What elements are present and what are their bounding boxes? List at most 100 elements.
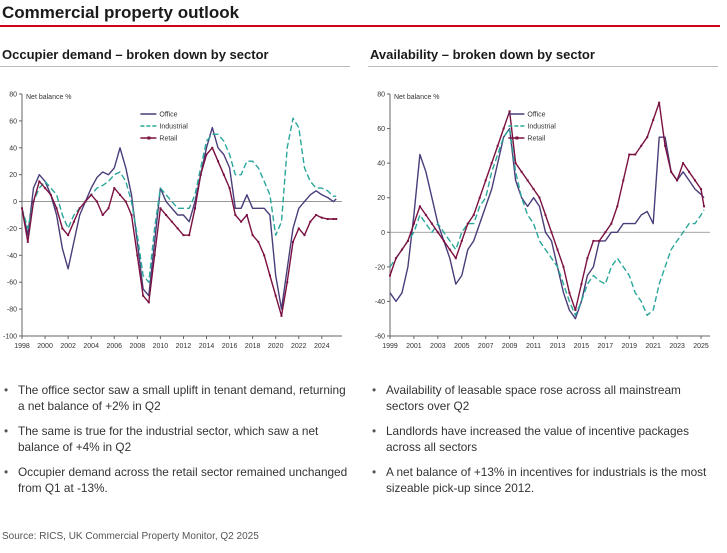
x-tick-label: 2006 [106, 343, 122, 350]
legend-label-retail: Retail [527, 136, 545, 143]
y-tick-label: -60 [375, 334, 385, 341]
series-point-retail [326, 218, 329, 221]
series-line-retail [21, 147, 337, 317]
series-point-retail [291, 240, 294, 243]
series-point-retail [389, 274, 391, 277]
x-tick-label: 2011 [526, 343, 541, 350]
series-point-retail [165, 214, 168, 216]
series-line-industrial [21, 117, 337, 283]
series-point-retail [478, 196, 481, 199]
series-point-retail [490, 162, 493, 165]
series-point-retail [598, 239, 601, 242]
bullet-item: The same is true for the industrial sect… [4, 423, 348, 455]
x-tick-label: 2009 [502, 343, 518, 350]
y-tick-label: 20 [377, 195, 385, 202]
availability-chart: 80 60 40 20 0 -20 -40 -60 1999 2001 2003 2005 2007 20… [375, 92, 710, 350]
y-tick-label: 60 [9, 118, 17, 125]
series-point-retail [21, 207, 23, 210]
x-tick-label: 2003 [430, 343, 446, 350]
series-point-retail [32, 200, 35, 203]
x-tick-label: 2008 [130, 343, 146, 350]
x-tick-label: 2015 [574, 343, 590, 350]
series-point-retail [38, 180, 41, 183]
series-point-retail [280, 314, 283, 317]
availability-bullets: Availability of leasable space rose acro… [372, 382, 720, 505]
series-point-retail [315, 214, 318, 216]
series-point-retail [562, 265, 565, 268]
series-point-retail [496, 144, 499, 147]
series-point-retail [634, 153, 637, 156]
series-point-retail [514, 162, 517, 165]
series-point-retail [442, 239, 445, 242]
legend-label-office: Office [527, 112, 545, 119]
series-point-retail [182, 234, 185, 237]
series-point-retail [309, 220, 312, 223]
series-point-retail [211, 146, 214, 149]
series-point-retail [205, 153, 208, 156]
legend-label-industrial: Industrial [527, 124, 556, 131]
series-point-retail [424, 214, 427, 216]
y-tick-label: 80 [9, 92, 17, 99]
series-point-retail [484, 179, 487, 182]
y-tick-label: -40 [375, 299, 385, 306]
series-point-retail [159, 207, 162, 210]
y-tick-label: 0 [381, 230, 385, 237]
series-point-retail [147, 301, 150, 304]
series-point-retail [670, 170, 673, 173]
x-tick-label: 1998 [14, 343, 30, 350]
series-point-retail [234, 214, 237, 216]
y-tick-label: -20 [375, 264, 385, 271]
legend-marker-retail [147, 136, 151, 140]
series-point-retail [268, 274, 271, 277]
bullet-item: Landlords have increased the value of in… [372, 423, 720, 455]
y-tick-label: -60 [7, 280, 17, 287]
series-point-retail [320, 216, 323, 219]
bullet-item: Availability of leasable space rose acro… [372, 382, 720, 414]
legend-marker-retail [515, 136, 519, 140]
legend-label-industrial: Industrial [159, 124, 188, 131]
series-point-retail [72, 220, 75, 223]
page-title: Commercial property outlook [2, 3, 240, 22]
series-point-retail [544, 214, 547, 216]
series-point-retail [652, 118, 655, 121]
series-point-retail [688, 170, 691, 173]
series-point-retail [240, 220, 243, 223]
series-point-retail [700, 188, 703, 191]
series-point-retail [263, 254, 266, 257]
series-point-retail [532, 188, 535, 191]
series-point-retail [622, 179, 625, 182]
series-point-retail [520, 170, 523, 173]
series-point-retail [303, 234, 306, 237]
series-point-retail [436, 231, 439, 234]
series-point-retail [257, 240, 260, 243]
series-point-retail [592, 239, 595, 242]
y-tick-label: 20 [9, 172, 17, 179]
x-tick-label: 2025 [693, 343, 709, 350]
series-point-retail [188, 234, 191, 237]
series-point-retail [332, 218, 335, 221]
series-point-retail [574, 309, 577, 312]
x-tick-label: 2002 [60, 343, 76, 350]
x-tick-label: 2023 [669, 343, 685, 350]
x-tick-label: 2021 [645, 343, 661, 350]
series-point-retail [193, 207, 196, 210]
x-tick-label: 1999 [382, 343, 398, 350]
series-point-retail [217, 160, 220, 163]
occupier-demand-bullets: The office sector saw a small uplift in … [4, 382, 348, 505]
x-tick-label: 2019 [621, 343, 637, 350]
series-point-retail [682, 162, 685, 165]
bullet-item: A net balance of +13% in incentives for … [372, 464, 720, 496]
occupier-demand-title: Occupier demand – broken down by sector [2, 47, 269, 62]
availability-rule [368, 66, 718, 67]
series-point-retail [628, 153, 631, 156]
series-point-retail [245, 214, 248, 216]
series-point-retail [604, 231, 607, 234]
series-point-retail [616, 205, 619, 208]
series-point-retail [568, 291, 571, 294]
series-point-retail [101, 214, 104, 216]
occupier-demand-rule [0, 66, 350, 67]
series-point-retail [502, 127, 505, 130]
series-point-retail [44, 187, 47, 190]
series-line-retail [389, 101, 705, 311]
series-point-retail [664, 144, 667, 147]
